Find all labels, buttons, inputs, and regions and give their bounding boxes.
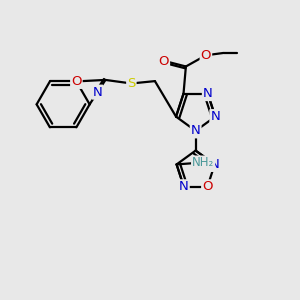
Text: N: N: [93, 85, 102, 99]
Text: O: O: [71, 75, 82, 88]
Text: N: N: [179, 180, 189, 193]
Text: N: N: [210, 158, 220, 171]
Text: NH₂: NH₂: [192, 157, 214, 169]
Text: N: N: [210, 110, 220, 123]
Text: O: O: [201, 49, 211, 62]
Text: O: O: [202, 180, 213, 193]
Text: N: N: [203, 87, 213, 100]
Text: O: O: [158, 55, 169, 68]
Text: N: N: [191, 124, 200, 137]
Text: S: S: [127, 77, 136, 90]
